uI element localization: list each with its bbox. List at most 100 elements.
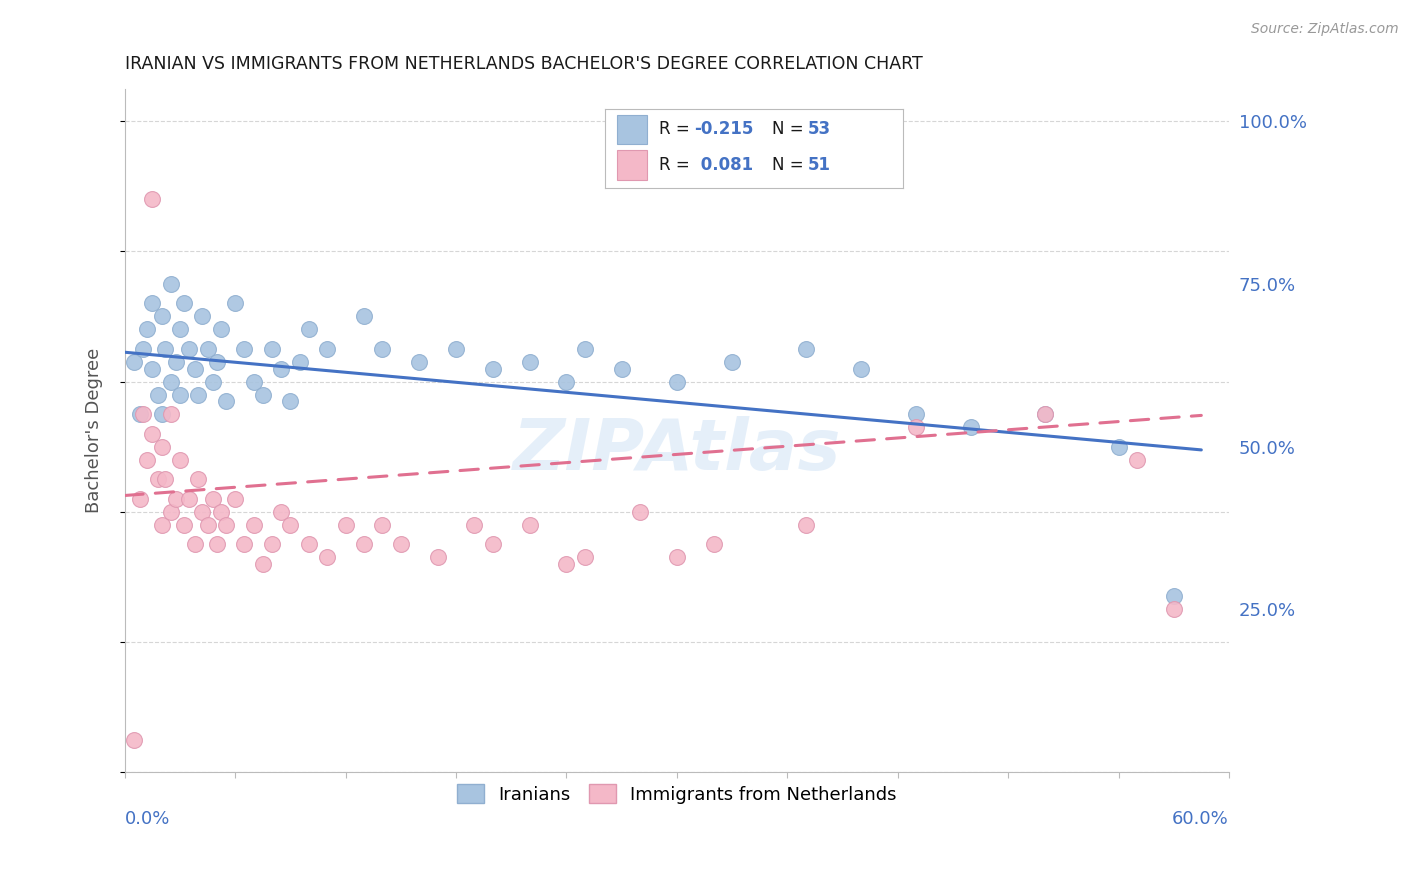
Point bbox=[179, 342, 201, 356]
Point bbox=[160, 505, 183, 519]
Point bbox=[519, 517, 541, 532]
Point bbox=[173, 517, 195, 532]
Point bbox=[202, 491, 225, 506]
Point bbox=[224, 296, 246, 310]
Point bbox=[665, 550, 688, 565]
Point bbox=[160, 277, 183, 291]
Point bbox=[141, 361, 163, 376]
Point bbox=[371, 342, 394, 356]
Point bbox=[721, 355, 744, 369]
Point bbox=[298, 537, 321, 551]
Point bbox=[242, 375, 264, 389]
Point bbox=[160, 375, 183, 389]
Point bbox=[316, 550, 339, 565]
Point bbox=[260, 537, 283, 551]
Point bbox=[335, 517, 357, 532]
Point bbox=[141, 296, 163, 310]
Point bbox=[574, 342, 596, 356]
Point bbox=[146, 387, 169, 401]
Point bbox=[165, 355, 187, 369]
Point bbox=[1126, 452, 1149, 467]
Point bbox=[191, 310, 214, 324]
Point bbox=[197, 517, 219, 532]
Point bbox=[252, 387, 274, 401]
Point bbox=[574, 550, 596, 565]
Point bbox=[135, 322, 157, 336]
Point bbox=[426, 550, 449, 565]
Point bbox=[252, 557, 274, 571]
Point bbox=[209, 505, 232, 519]
Point bbox=[179, 491, 201, 506]
Point bbox=[128, 407, 150, 421]
Point bbox=[205, 537, 228, 551]
Point bbox=[270, 505, 292, 519]
Point bbox=[184, 361, 207, 376]
Point bbox=[1108, 440, 1130, 454]
Point bbox=[169, 322, 191, 336]
Point bbox=[353, 537, 375, 551]
Point bbox=[169, 387, 191, 401]
Point bbox=[122, 732, 145, 747]
Point bbox=[519, 355, 541, 369]
Point bbox=[155, 342, 177, 356]
Point bbox=[169, 452, 191, 467]
Point bbox=[146, 472, 169, 486]
Point bbox=[628, 505, 651, 519]
Point bbox=[794, 342, 817, 356]
Y-axis label: Bachelor's Degree: Bachelor's Degree bbox=[86, 348, 103, 513]
Point bbox=[150, 517, 173, 532]
Point bbox=[389, 537, 412, 551]
Text: 60.0%: 60.0% bbox=[1173, 810, 1229, 828]
Point bbox=[280, 394, 302, 409]
Point bbox=[141, 426, 163, 441]
Point bbox=[191, 505, 214, 519]
Point bbox=[463, 517, 485, 532]
Point bbox=[371, 517, 394, 532]
Point bbox=[849, 361, 872, 376]
Point bbox=[260, 342, 283, 356]
Point bbox=[132, 407, 155, 421]
Text: Source: ZipAtlas.com: Source: ZipAtlas.com bbox=[1251, 22, 1399, 37]
Point bbox=[482, 537, 505, 551]
Point bbox=[444, 342, 467, 356]
Point bbox=[1163, 602, 1185, 616]
Point bbox=[1033, 407, 1056, 421]
Point bbox=[353, 310, 375, 324]
Point bbox=[482, 361, 505, 376]
Point bbox=[610, 361, 633, 376]
Text: ZIPAtlas: ZIPAtlas bbox=[513, 417, 841, 485]
Point bbox=[408, 355, 430, 369]
Point bbox=[165, 491, 187, 506]
Point bbox=[905, 407, 928, 421]
Point bbox=[270, 361, 292, 376]
Point bbox=[215, 394, 238, 409]
Point bbox=[197, 342, 219, 356]
Point bbox=[224, 491, 246, 506]
Point bbox=[555, 375, 578, 389]
Point bbox=[960, 420, 983, 434]
Point bbox=[794, 517, 817, 532]
Point bbox=[242, 517, 264, 532]
Point bbox=[215, 517, 238, 532]
Point bbox=[202, 375, 225, 389]
Point bbox=[316, 342, 339, 356]
Point bbox=[160, 407, 183, 421]
Point bbox=[141, 192, 163, 206]
Point bbox=[150, 407, 173, 421]
Point bbox=[1033, 407, 1056, 421]
Point bbox=[150, 440, 173, 454]
Point bbox=[155, 472, 177, 486]
Point bbox=[1163, 590, 1185, 604]
Text: IRANIAN VS IMMIGRANTS FROM NETHERLANDS BACHELOR'S DEGREE CORRELATION CHART: IRANIAN VS IMMIGRANTS FROM NETHERLANDS B… bbox=[125, 55, 922, 73]
Point bbox=[298, 322, 321, 336]
Point bbox=[132, 342, 155, 356]
Point bbox=[233, 537, 256, 551]
Point bbox=[128, 491, 150, 506]
Point bbox=[233, 342, 256, 356]
Point bbox=[288, 355, 311, 369]
Point bbox=[173, 296, 195, 310]
Point bbox=[905, 420, 928, 434]
Point bbox=[665, 375, 688, 389]
Text: 0.0%: 0.0% bbox=[125, 810, 170, 828]
Point bbox=[703, 537, 725, 551]
